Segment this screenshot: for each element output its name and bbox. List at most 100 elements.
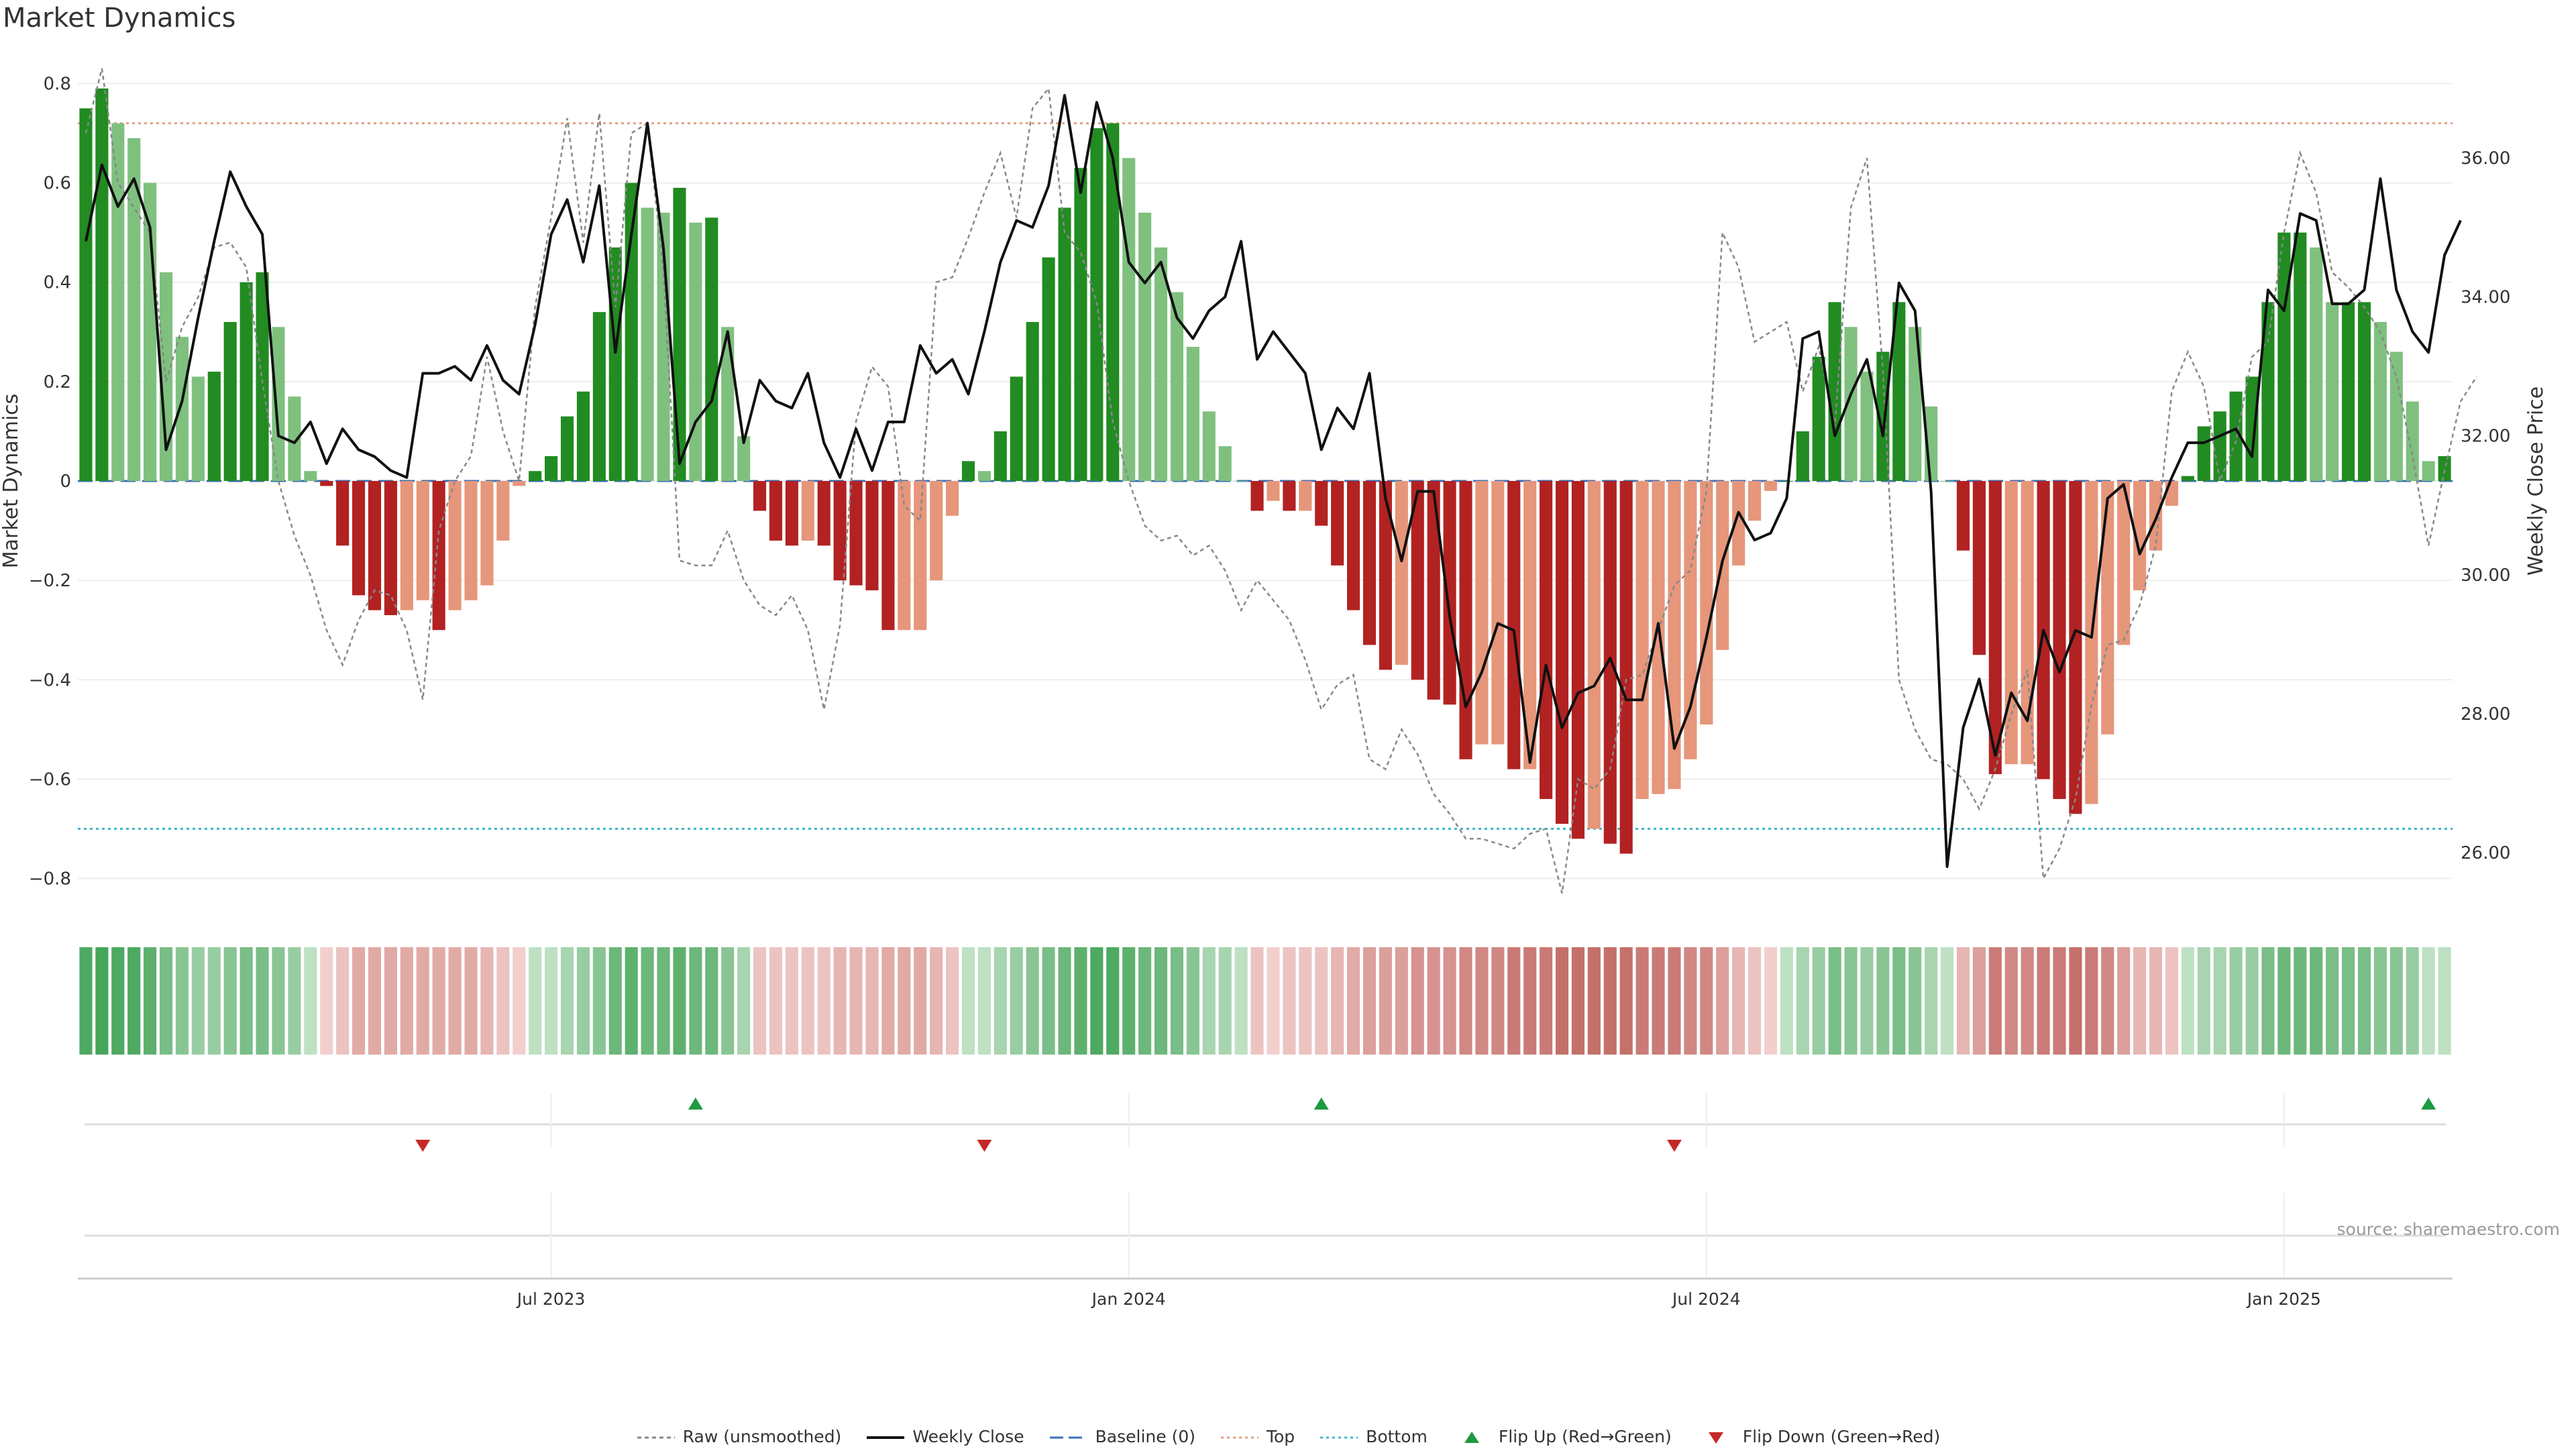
regime-cell bbox=[432, 947, 445, 1055]
regime-cell bbox=[2245, 947, 2259, 1055]
regime-cell bbox=[2037, 947, 2050, 1055]
regime-cell bbox=[2133, 947, 2147, 1055]
regime-cell bbox=[1555, 947, 1569, 1055]
dynamics-bar bbox=[1796, 431, 1809, 481]
regime-cell bbox=[1443, 947, 1456, 1055]
legend-label: Baseline (0) bbox=[1095, 1426, 1195, 1446]
legend-item: Flip Down (Green→Red) bbox=[1696, 1426, 1941, 1446]
regime-cell bbox=[769, 947, 783, 1055]
dynamics-bar bbox=[1828, 302, 1841, 481]
regime-cell bbox=[1475, 947, 1489, 1055]
legend-item: Baseline (0) bbox=[1049, 1427, 1195, 1446]
x-tick-label: Jul 2023 bbox=[516, 1289, 586, 1309]
regime-cell bbox=[207, 947, 221, 1055]
y-tick-label: 0 bbox=[60, 472, 71, 492]
regime-cell bbox=[1427, 947, 1440, 1055]
regime-cell bbox=[849, 947, 863, 1055]
dynamics-bar bbox=[2229, 391, 2243, 481]
dynamics-bar bbox=[416, 481, 429, 600]
dynamics-bar bbox=[2357, 302, 2371, 481]
regime-cell bbox=[1571, 947, 1585, 1055]
regime-cell bbox=[1684, 947, 1697, 1055]
dynamics-bar bbox=[304, 471, 317, 481]
regime-cell bbox=[1186, 947, 1199, 1055]
regime-cell bbox=[111, 947, 125, 1055]
dynamics-bar bbox=[769, 481, 783, 541]
dynamics-bar bbox=[1700, 481, 1713, 724]
regime-cell bbox=[1234, 947, 1248, 1055]
legend-label: Flip Down (Green→Red) bbox=[1742, 1426, 1941, 1446]
regime-cell bbox=[2085, 947, 2098, 1055]
regime-cell bbox=[1250, 947, 1264, 1055]
regime-cell bbox=[1331, 947, 1344, 1055]
dynamics-bar bbox=[592, 312, 606, 481]
dynamics-bar bbox=[1603, 481, 1617, 844]
regime-cell bbox=[1988, 947, 2002, 1055]
axes: 0.8 0.6 0.4 0.2 0 −0.2 −0.4 −0.6 −0.8 36.00 34.00 3… bbox=[0, 74, 2548, 889]
dynamics-bar bbox=[881, 481, 895, 631]
y-tick-label: −0.8 bbox=[29, 869, 71, 890]
dynamics-bar bbox=[705, 217, 718, 481]
dynamics-bar bbox=[1860, 372, 1874, 481]
regime-cell bbox=[223, 947, 237, 1055]
regime-cell bbox=[961, 947, 975, 1055]
dynamics-bar bbox=[2277, 232, 2291, 481]
dynamics-bar bbox=[2341, 302, 2355, 481]
regime-cell bbox=[1860, 947, 1874, 1055]
regime-cell bbox=[464, 947, 478, 1055]
regime-cell bbox=[2021, 947, 2034, 1055]
dynamics-bar bbox=[2133, 481, 2147, 590]
y-tick-label: −0.4 bbox=[29, 670, 71, 690]
regime-cell bbox=[304, 947, 317, 1055]
regime-cell bbox=[1058, 947, 1071, 1055]
regime-cell bbox=[529, 947, 542, 1055]
regime-cell bbox=[592, 947, 606, 1055]
regime-cell bbox=[2341, 947, 2355, 1055]
dynamics-bar bbox=[1619, 481, 1633, 854]
dynamics-bars bbox=[79, 88, 2451, 854]
dynamics-bar bbox=[1218, 446, 1232, 481]
regime-cell bbox=[865, 947, 879, 1055]
dynamics-bar bbox=[1267, 481, 1280, 501]
regime-cell bbox=[368, 947, 382, 1055]
regime-cell bbox=[1892, 947, 1906, 1055]
dynamics-bar bbox=[1748, 481, 1762, 521]
regime-cell bbox=[2069, 947, 2082, 1055]
regime-cell bbox=[1202, 947, 1216, 1055]
regime-cell bbox=[914, 947, 927, 1055]
dynamics-bar bbox=[1491, 481, 1505, 745]
regime-cell bbox=[480, 947, 494, 1055]
regime-cell bbox=[1218, 947, 1232, 1055]
y2-tick-label: 26.00 bbox=[2461, 843, 2510, 863]
dynamics-bar bbox=[432, 481, 445, 631]
regime-cell bbox=[2229, 947, 2243, 1055]
price-line-layer bbox=[85, 94, 2462, 868]
dynamics-bar bbox=[207, 372, 221, 481]
regime-cell bbox=[320, 947, 333, 1055]
dynamics-bar bbox=[175, 337, 189, 481]
y2-tick-label: 30.00 bbox=[2461, 566, 2510, 586]
dynamics-bar bbox=[2438, 455, 2451, 481]
dynamics-bar bbox=[2310, 247, 2323, 481]
dynamics-bar bbox=[2245, 376, 2259, 481]
regime-cell bbox=[1299, 947, 1312, 1055]
dynamics-bar bbox=[256, 272, 269, 481]
regime-cell bbox=[1940, 947, 1954, 1055]
y-axis-label: Market Dynamics bbox=[0, 394, 23, 569]
dynamics-bar bbox=[2406, 401, 2419, 481]
dynamics-bar bbox=[753, 481, 767, 511]
regime-cell bbox=[1972, 947, 1986, 1055]
regime-cell bbox=[2294, 947, 2307, 1055]
dynamics-bar bbox=[1395, 481, 1408, 665]
regime-cell bbox=[191, 947, 205, 1055]
dynamics-bar bbox=[849, 481, 863, 586]
dynamics-bar bbox=[2261, 302, 2275, 481]
dynamics-bar bbox=[2069, 481, 2082, 814]
dynamics-bar bbox=[641, 207, 654, 481]
dynamics-bar bbox=[1411, 481, 1424, 680]
dynamics-bar bbox=[2021, 481, 2034, 765]
dynamics-bar bbox=[2390, 352, 2403, 481]
dynamics-bar bbox=[1844, 327, 1858, 481]
dynamics-bar bbox=[272, 327, 285, 481]
